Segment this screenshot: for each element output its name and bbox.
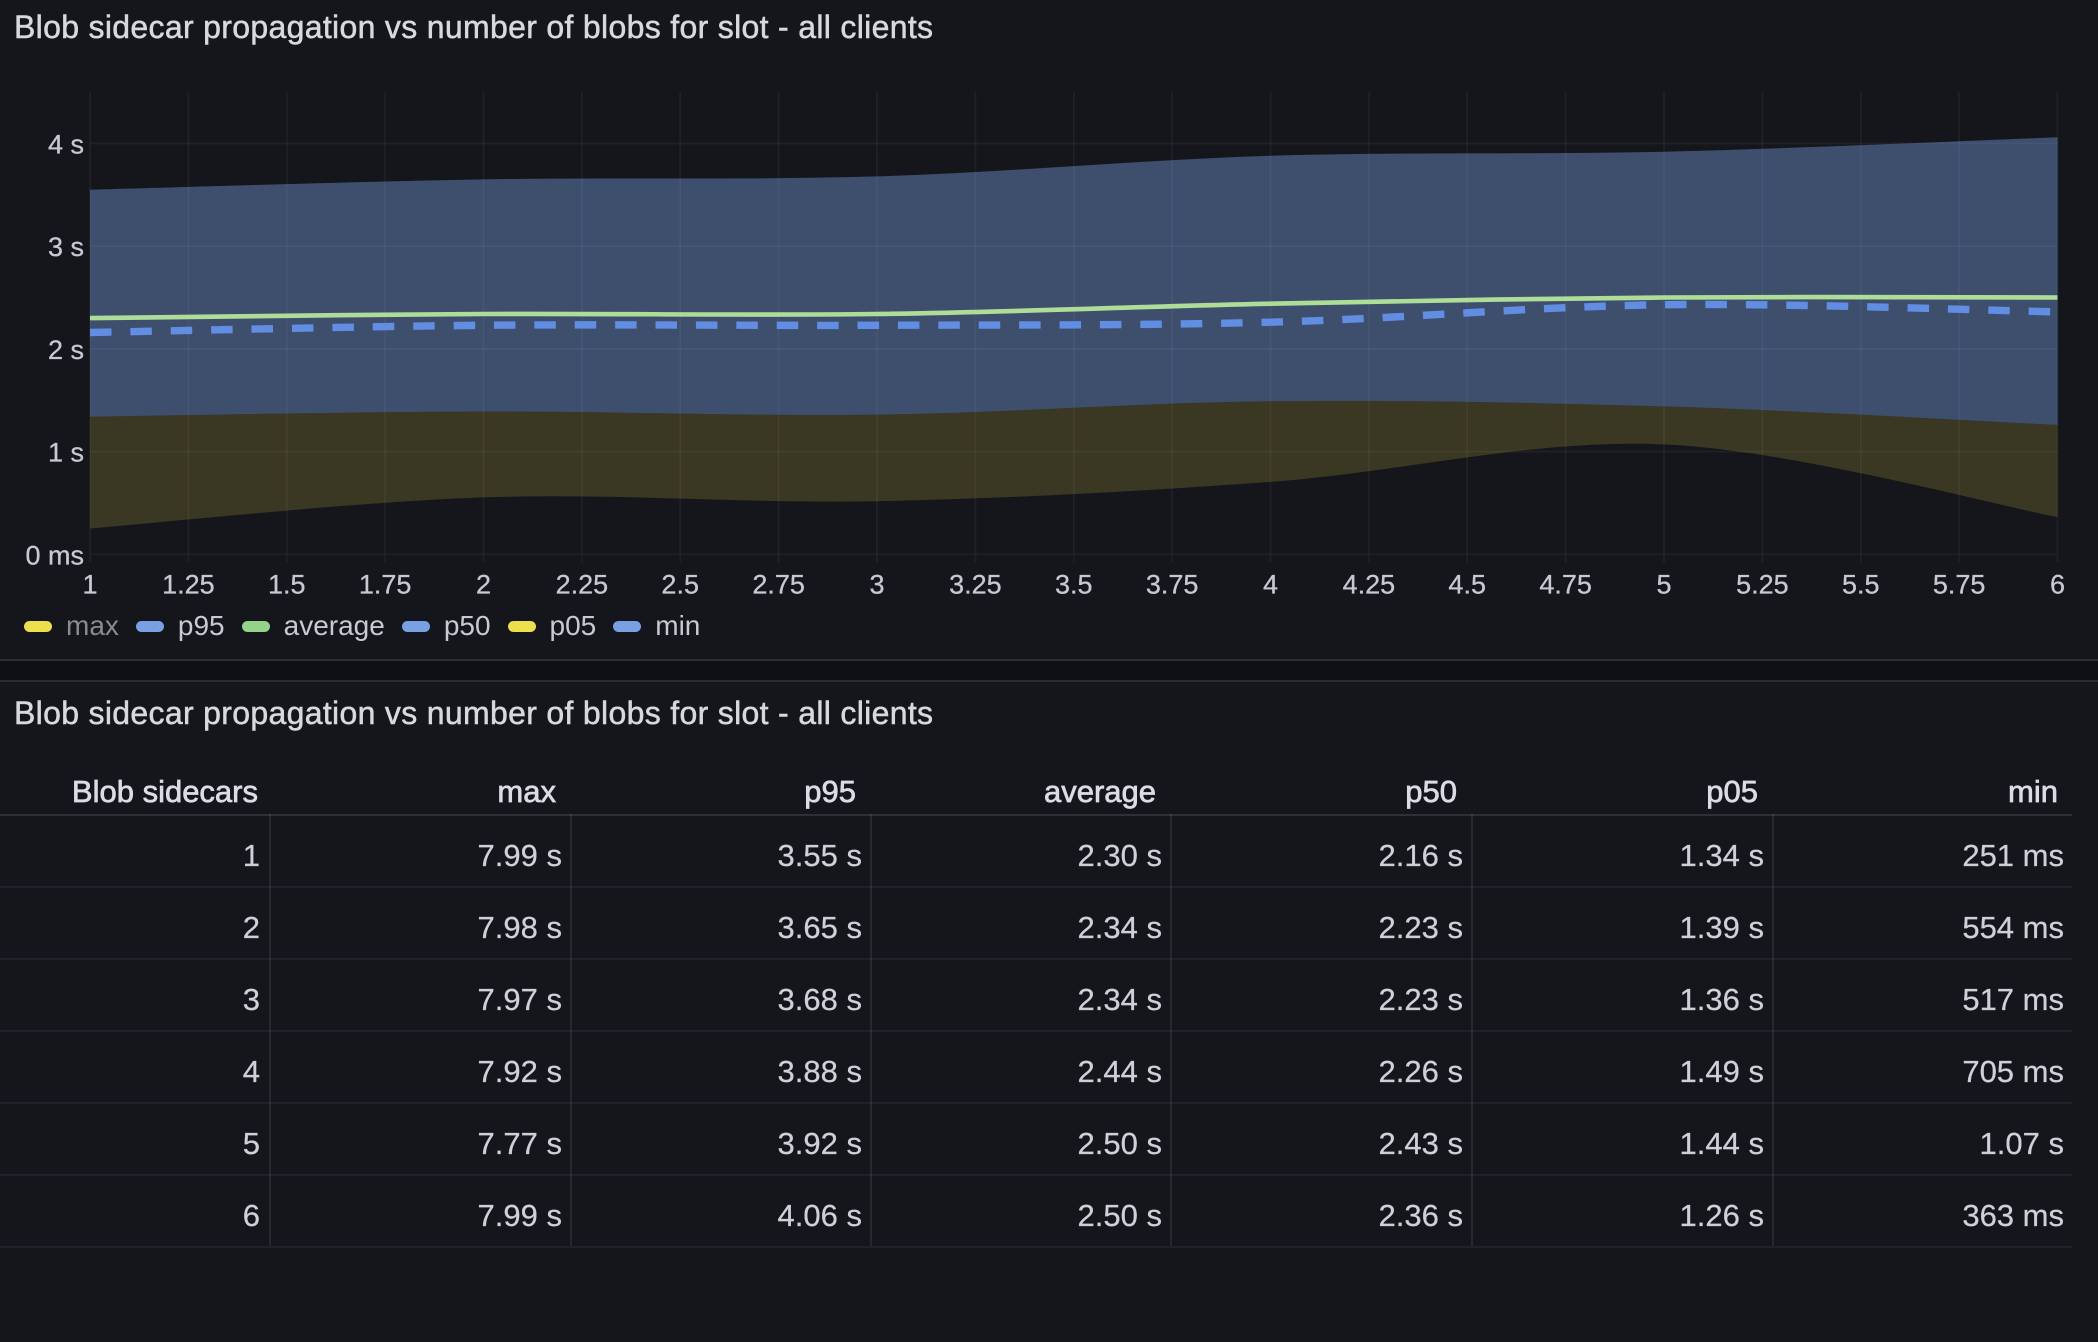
svg-text:6: 6: [2050, 569, 2065, 599]
svg-text:1 s: 1 s: [48, 438, 84, 468]
svg-text:4: 4: [1263, 569, 1278, 599]
svg-text:3.25: 3.25: [949, 569, 1002, 599]
svg-text:5.25: 5.25: [1736, 569, 1789, 599]
svg-text:5.5: 5.5: [1842, 569, 1880, 599]
svg-text:2 s: 2 s: [48, 335, 84, 365]
svg-text:1.75: 1.75: [359, 569, 412, 599]
svg-text:1.5: 1.5: [268, 569, 306, 599]
svg-text:3 s: 3 s: [48, 232, 84, 262]
svg-text:4.5: 4.5: [1448, 569, 1486, 599]
svg-text:0 ms: 0 ms: [25, 540, 84, 570]
svg-text:4.75: 4.75: [1539, 569, 1592, 599]
svg-text:2: 2: [476, 569, 491, 599]
svg-text:1.25: 1.25: [162, 569, 215, 599]
svg-text:4 s: 4 s: [48, 130, 84, 160]
svg-text:3.75: 3.75: [1146, 569, 1199, 599]
svg-text:2.5: 2.5: [661, 569, 699, 599]
svg-text:5.75: 5.75: [1933, 569, 1986, 599]
svg-text:4.25: 4.25: [1343, 569, 1396, 599]
svg-text:3: 3: [869, 569, 884, 599]
svg-text:2.75: 2.75: [752, 569, 805, 599]
svg-text:5: 5: [1656, 569, 1671, 599]
svg-text:3.5: 3.5: [1055, 569, 1093, 599]
svg-text:1: 1: [82, 569, 97, 599]
svg-text:2.25: 2.25: [556, 569, 609, 599]
